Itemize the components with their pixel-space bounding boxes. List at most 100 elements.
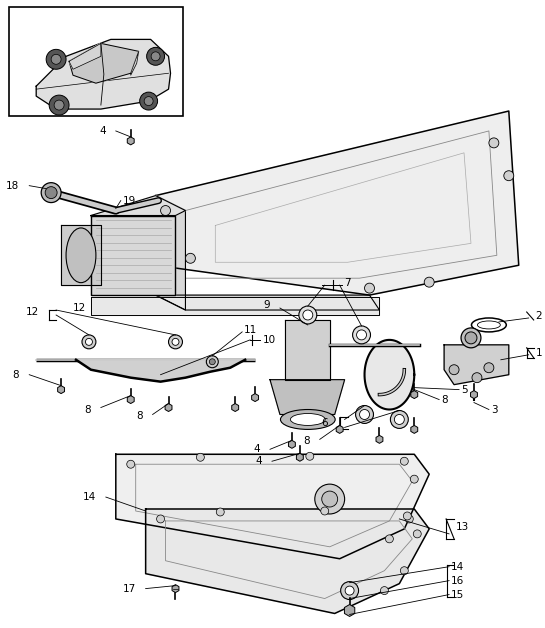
Circle shape	[465, 332, 477, 344]
Text: 4: 4	[256, 457, 262, 466]
Ellipse shape	[281, 409, 335, 430]
Polygon shape	[58, 386, 64, 394]
Text: 9: 9	[263, 300, 270, 310]
Text: 17: 17	[123, 583, 136, 593]
Circle shape	[46, 50, 66, 69]
Text: 6: 6	[321, 418, 328, 428]
Text: 4: 4	[253, 444, 260, 454]
Text: 4: 4	[99, 126, 106, 136]
Circle shape	[345, 586, 354, 595]
Polygon shape	[36, 40, 171, 109]
Text: 2: 2	[536, 311, 542, 321]
Polygon shape	[91, 195, 185, 215]
Circle shape	[151, 52, 160, 61]
Ellipse shape	[477, 321, 500, 329]
Text: 8: 8	[303, 436, 310, 447]
Text: 13: 13	[456, 522, 469, 532]
Circle shape	[156, 515, 165, 523]
Circle shape	[299, 306, 317, 324]
Polygon shape	[156, 195, 185, 310]
Circle shape	[410, 475, 418, 483]
Text: 15: 15	[451, 590, 464, 600]
Polygon shape	[69, 43, 101, 69]
Text: 10: 10	[263, 335, 276, 345]
Polygon shape	[91, 215, 175, 295]
Circle shape	[147, 47, 165, 65]
Circle shape	[54, 100, 64, 110]
Circle shape	[321, 507, 329, 515]
Polygon shape	[296, 453, 304, 461]
Polygon shape	[128, 396, 134, 404]
Circle shape	[401, 566, 408, 575]
Circle shape	[303, 310, 313, 320]
Polygon shape	[336, 425, 343, 433]
Circle shape	[489, 138, 499, 148]
Polygon shape	[411, 391, 417, 399]
Circle shape	[413, 530, 421, 538]
Text: 19: 19	[123, 195, 136, 205]
Polygon shape	[288, 440, 295, 448]
Circle shape	[322, 491, 338, 507]
Circle shape	[161, 205, 171, 215]
Circle shape	[461, 328, 481, 348]
Circle shape	[209, 359, 215, 365]
Circle shape	[144, 97, 153, 106]
Text: 7: 7	[344, 278, 350, 288]
Circle shape	[405, 515, 413, 523]
Circle shape	[365, 283, 374, 293]
Circle shape	[196, 453, 204, 461]
Circle shape	[401, 457, 408, 465]
Polygon shape	[61, 225, 101, 285]
Circle shape	[216, 508, 224, 516]
Circle shape	[449, 365, 459, 375]
Polygon shape	[156, 295, 379, 310]
Text: 14: 14	[83, 492, 96, 502]
Text: 8: 8	[441, 394, 448, 404]
Circle shape	[424, 277, 434, 287]
Polygon shape	[470, 391, 477, 399]
Polygon shape	[252, 394, 258, 401]
Polygon shape	[116, 454, 429, 559]
Circle shape	[472, 372, 482, 382]
Circle shape	[360, 409, 370, 420]
Text: 8: 8	[13, 370, 19, 380]
Circle shape	[390, 411, 408, 428]
Polygon shape	[411, 425, 417, 433]
Text: 3: 3	[491, 404, 498, 414]
Polygon shape	[146, 509, 429, 614]
Polygon shape	[156, 111, 519, 295]
Text: 5: 5	[461, 384, 468, 394]
Ellipse shape	[471, 318, 506, 332]
Polygon shape	[131, 51, 138, 75]
Polygon shape	[69, 43, 138, 83]
Circle shape	[306, 452, 314, 460]
Circle shape	[395, 414, 404, 425]
Circle shape	[82, 335, 96, 349]
Circle shape	[168, 335, 183, 349]
Text: 12: 12	[72, 303, 86, 313]
Circle shape	[127, 460, 135, 468]
Text: 12: 12	[26, 307, 39, 317]
Circle shape	[385, 535, 393, 543]
Polygon shape	[444, 345, 509, 384]
Circle shape	[140, 92, 158, 110]
Circle shape	[172, 338, 179, 345]
Polygon shape	[91, 297, 379, 315]
Polygon shape	[76, 360, 245, 382]
Circle shape	[185, 253, 196, 263]
Polygon shape	[172, 585, 179, 593]
Polygon shape	[344, 605, 355, 617]
Text: 8: 8	[136, 411, 143, 421]
Circle shape	[207, 356, 219, 368]
Circle shape	[403, 512, 411, 520]
Polygon shape	[165, 404, 172, 411]
Ellipse shape	[66, 228, 96, 283]
Circle shape	[86, 338, 93, 345]
Circle shape	[41, 183, 61, 203]
Polygon shape	[376, 435, 383, 443]
Text: 11: 11	[244, 325, 257, 335]
Text: 14: 14	[451, 561, 464, 571]
Text: 1: 1	[536, 348, 542, 358]
Ellipse shape	[290, 413, 325, 425]
Circle shape	[45, 187, 57, 198]
